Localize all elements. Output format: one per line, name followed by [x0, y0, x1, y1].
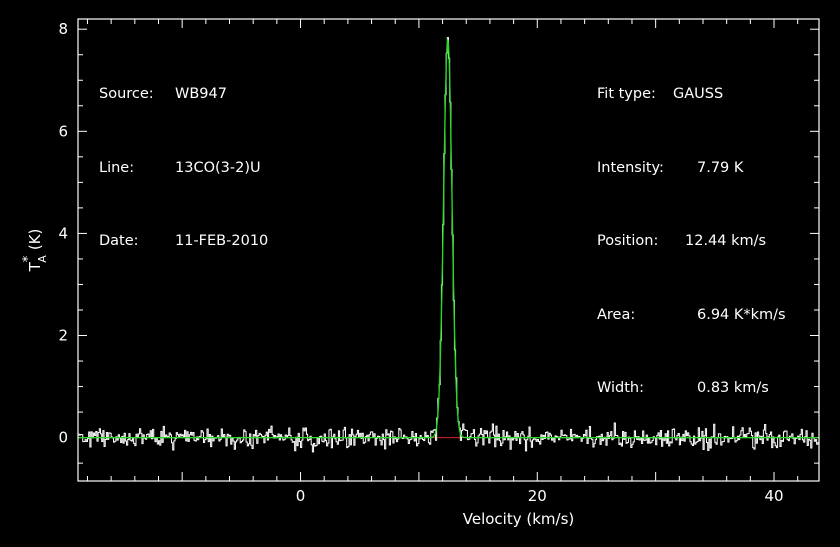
- y-tick-label: 6: [58, 122, 68, 140]
- y-axis-label: T*A (K): [21, 229, 49, 273]
- info-value: 11-FEB-2010: [175, 233, 269, 249]
- info-date: Date: 11-FEB-2010: [99, 229, 268, 254]
- info-label: Date:: [99, 233, 139, 249]
- info-label: Source:: [99, 86, 154, 102]
- info-position: Position: 12.44 km/s: [597, 229, 786, 254]
- y-axis-label-unit: (K): [26, 229, 44, 251]
- info-label: Line:: [99, 159, 135, 176]
- x-tick-label: 20: [528, 487, 547, 505]
- y-tick-label: 8: [58, 20, 68, 38]
- y-axis-label-main: T: [26, 261, 44, 272]
- info-right: Fit type: GAUSS Intensity: 7.79 K Position…: [597, 33, 786, 425]
- info-label: Intensity:: [597, 159, 664, 176]
- info-value: 0.83 km/s: [697, 380, 769, 396]
- info-width: Width: 0.83 km/s: [597, 376, 786, 401]
- y-tick-label: 0: [58, 429, 68, 447]
- x-axis-label: Velocity (km/s): [463, 510, 574, 528]
- info-label: Width:: [597, 380, 645, 396]
- info-fit-type: Fit type: GAUSS: [597, 82, 786, 107]
- gaussian-fit-curve: [78, 38, 819, 439]
- y-axis-label-sup: *: [21, 255, 36, 262]
- info-value: WB947: [175, 86, 227, 102]
- info-value: 12.44 km/s: [685, 233, 767, 249]
- y-tick-label: 2: [58, 327, 68, 345]
- x-tick-label: 0: [296, 487, 306, 505]
- x-tick-label: 40: [764, 487, 783, 505]
- y-tick-label: 4: [58, 224, 68, 242]
- info-label: Position:: [597, 233, 659, 249]
- info-value: 13CO(3-2)U: [175, 159, 261, 176]
- info-value: GAUSS: [673, 86, 724, 102]
- info-line: Line: 13CO(3-2)U: [99, 156, 268, 181]
- info-label: Fit type:: [597, 86, 656, 102]
- info-value: 7.79 K: [697, 159, 744, 176]
- info-area: Area: 6.94 K*km/s: [597, 303, 786, 328]
- info-source: Source: WB947: [99, 82, 268, 107]
- info-value: 6.94 K*km/s: [697, 306, 786, 323]
- plot-frame: [77, 18, 820, 482]
- info-intensity: Intensity: 7.79 K: [597, 156, 786, 181]
- info-left: Source: WB947 Line: 13CO(3-2)U Date: 11-FEB…: [99, 33, 268, 278]
- y-axis-label-sub: A: [36, 255, 49, 263]
- info-label: Area:: [597, 306, 636, 323]
